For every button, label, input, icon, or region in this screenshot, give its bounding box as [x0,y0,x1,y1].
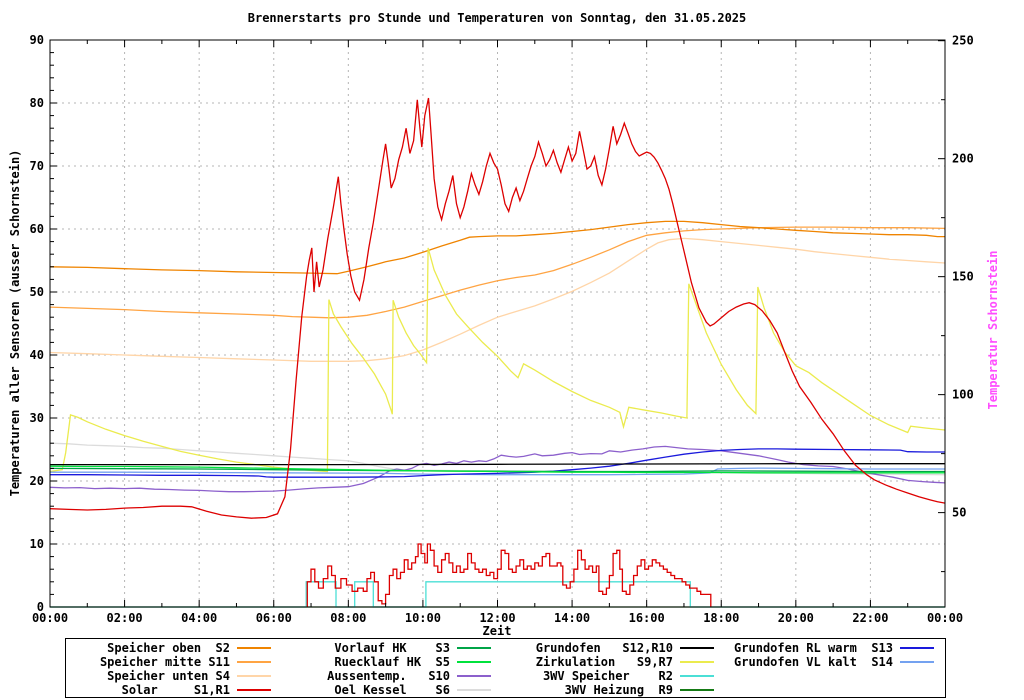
legend-item-s14: Grundofen VL kalt S14 [716,655,934,669]
svg-text:0: 0 [37,600,44,614]
series-s1 [49,97,946,519]
svg-text:250: 250 [952,34,974,48]
chart-title: Brennerstarts pro Stunde und Temperature… [247,11,747,25]
legend-swatch-s10 [457,675,491,677]
series-s4 [49,237,946,362]
svg-text:10:00: 10:00 [405,611,441,625]
legend-column-4: Grundofen RL warm S13 Grundofen VL kalt S… [716,641,934,669]
legend-item-r2: 3WV Speicher R2 [496,669,714,683]
svg-text:00:00: 00:00 [32,611,68,625]
legend-label-s6: Oel Kessel S6 [334,683,450,697]
legend-swatch-r2 [680,675,714,677]
svg-text:80: 80 [30,96,44,110]
legend-label-s11: Speicher mitte S11 [99,655,230,669]
series-starts [306,543,712,607]
svg-text:70: 70 [30,159,44,173]
legend-column-3: Grundofen S12,R10 Zirkulation S9,R7 3WV Sp… [496,641,714,697]
legend-label-s10: Aussentemp. S10 [327,669,450,683]
svg-text:14:00: 14:00 [554,611,590,625]
legend-swatch-s14 [900,661,934,663]
svg-text:90: 90 [30,33,44,47]
legend-label-s9: Zirkulation S9,R7 [535,655,673,669]
svg-text:16:00: 16:00 [629,611,665,625]
svg-text:22:00: 22:00 [852,611,888,625]
axis-labels: 0 10 20 30 40 50 60 70 80 90 50 100 150 200 250 00:00 02… [30,33,974,625]
series-s14 [50,467,945,476]
series-s12 [50,463,945,466]
legend-swatch-s4 [237,675,271,677]
left-axis-title: Temperaturen aller Sensoren (ausser Scho… [8,149,22,497]
legend-label-s13: Grundofen RL warm S13 [734,641,893,655]
legend-label-s3: Vorlauf HK S3 [334,641,450,655]
legend-item-s5: Ruecklauf HK S5 [286,655,491,669]
legend-swatch-s11 [237,661,271,663]
x-axis-title: Zeit [482,624,512,638]
legend-swatch-s12 [680,647,714,649]
series-s2 [49,220,945,275]
legend-label-s4: Speicher unten S4 [107,669,230,683]
legend-item-s12: Grundofen S12,R10 [496,641,714,655]
svg-text:20:00: 20:00 [778,611,814,625]
legend-item-s11: Speicher mitte S11 [74,655,271,669]
svg-text:12:00: 12:00 [479,611,515,625]
svg-text:50: 50 [952,506,966,520]
legend-item-s2: Speicher oben S2 [74,641,271,655]
legend-item-r9: 3WV Heizung R9 [496,683,714,697]
svg-text:100: 100 [952,388,974,402]
series-s10 [49,445,946,493]
legend-label-r2: 3WV Speicher R2 [542,669,673,683]
svg-text:30: 30 [30,411,44,425]
svg-text:18:00: 18:00 [703,611,739,625]
legend-swatch-s9 [680,661,714,663]
svg-text:20: 20 [30,474,44,488]
legend-item-s13: Grundofen RL warm S13 [716,641,934,655]
svg-text:08:00: 08:00 [330,611,366,625]
svg-text:200: 200 [952,152,974,166]
legend-label-s12: Grundofen S12,R10 [535,641,673,655]
legend-swatch-s6 [457,689,491,691]
series-s11 [49,226,946,319]
legend-label-s1: Solar S1,R1 [121,683,230,697]
legend-swatch-s2 [237,647,271,649]
svg-text:02:00: 02:00 [107,611,143,625]
legend-item-s3: Vorlauf HK S3 [286,641,491,655]
series-s9 [49,247,946,473]
legend-label-r9: 3WV Heizung R9 [535,683,673,697]
svg-text:60: 60 [30,222,44,236]
legend-label-s2: Speicher oben S2 [107,641,230,655]
legend-box: Speicher oben S2 Speicher mitte S11 Speich… [65,638,946,698]
svg-text:10: 10 [30,537,44,551]
legend-item-s6: Oel Kessel S6 [286,683,491,697]
svg-text:06:00: 06:00 [256,611,292,625]
svg-text:150: 150 [952,270,974,284]
legend-item-s9: Zirkulation S9,R7 [496,655,714,669]
right-axis-title: Temperatur Schornstein [986,250,1000,410]
svg-text:40: 40 [30,348,44,362]
legend-swatch-s3 [457,647,491,649]
legend-swatch-s1 [237,689,271,691]
gridlines [50,40,945,607]
legend-label-s14: Grundofen VL kalt S14 [734,655,893,669]
legend-item-s10: Aussentemp. S10 [286,669,491,683]
legend-swatch-r9 [680,689,714,691]
svg-text:50: 50 [30,285,44,299]
axis-ticks [49,39,946,608]
legend-column-1: Speicher oben S2 Speicher mitte S11 Speich… [74,641,271,697]
legend-swatch-s13 [900,647,934,649]
svg-text:00:00: 00:00 [927,611,963,625]
legend-label-s5: Ruecklauf HK S5 [334,655,450,669]
legend-item-s1: Solar S1,R1 [74,683,271,697]
legend-item-s4: Speicher unten S4 [74,669,271,683]
svg-text:04:00: 04:00 [181,611,217,625]
series-s6 [49,442,946,476]
legend-column-2: Vorlauf HK S3 Ruecklauf HK S5 Aussentemp. … [286,641,491,697]
series-s5 [49,465,945,474]
legend-swatch-s5 [457,661,491,663]
